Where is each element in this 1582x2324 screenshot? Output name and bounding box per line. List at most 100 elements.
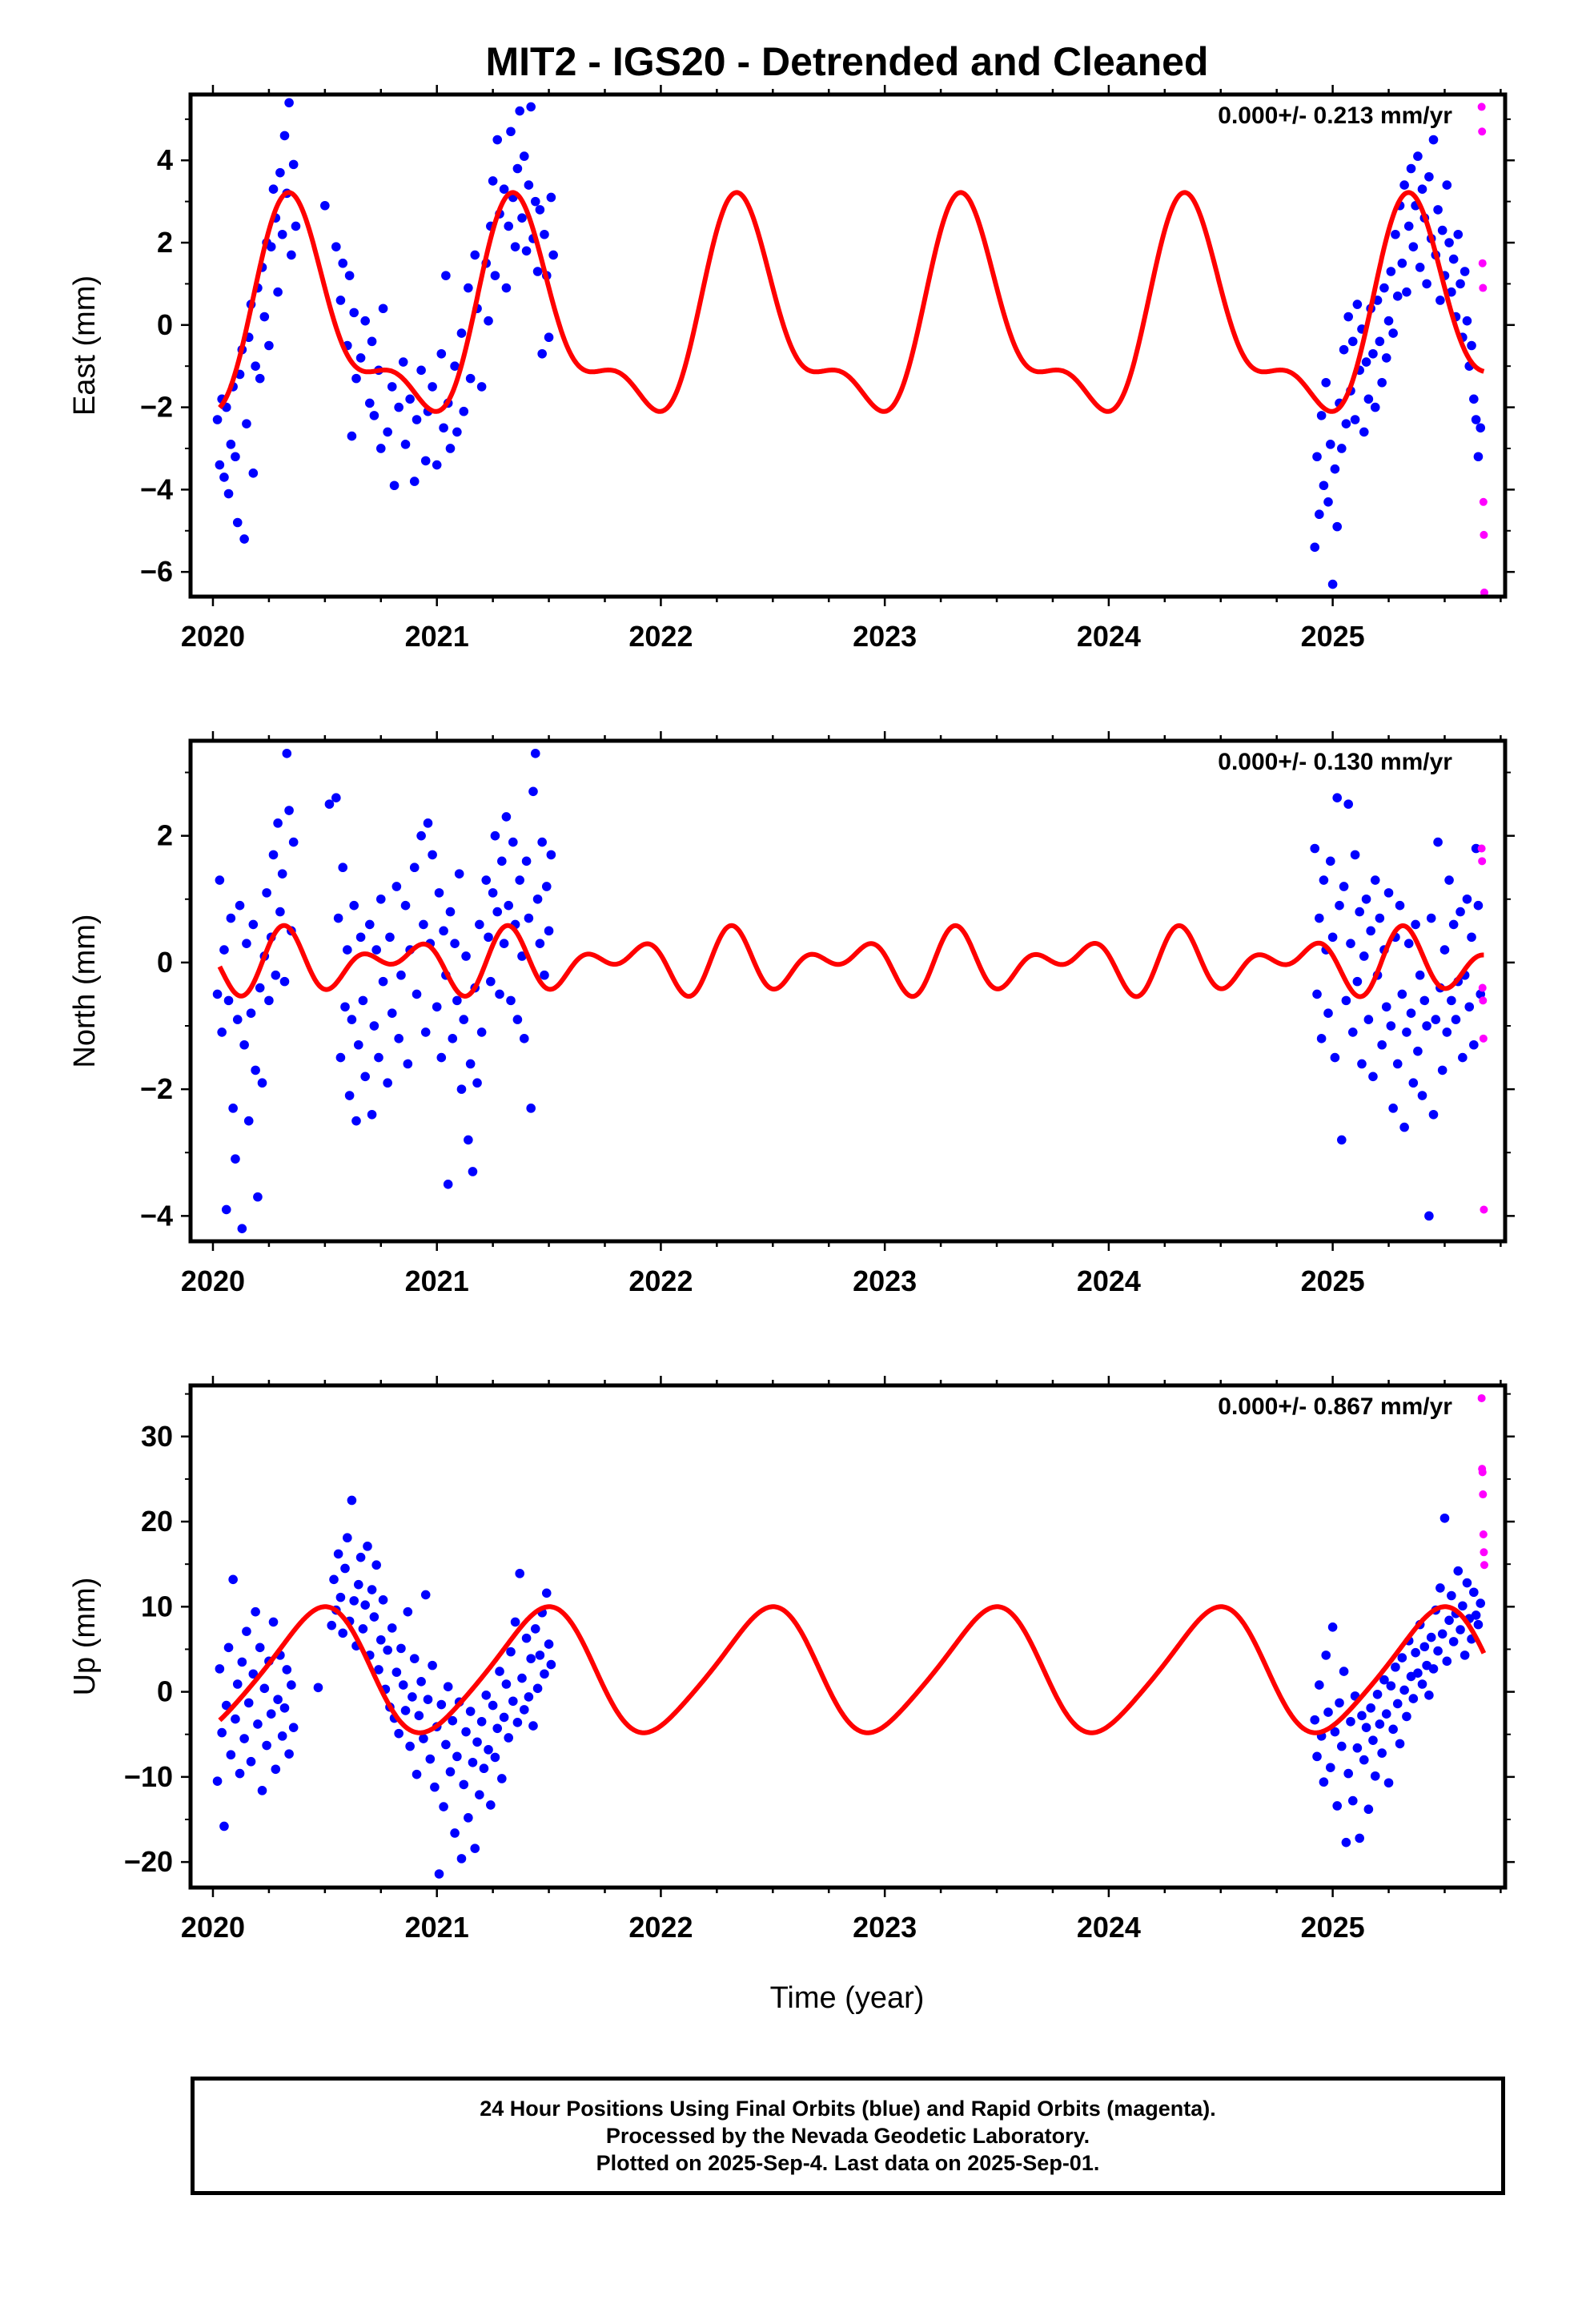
final-orbit-point — [484, 1745, 493, 1755]
final-orbit-point — [1431, 1015, 1441, 1024]
final-orbit-point — [268, 1617, 279, 1627]
final-orbit-point — [223, 995, 234, 1006]
final-orbit-point — [1424, 1211, 1434, 1221]
final-orbit-point — [1370, 402, 1380, 412]
final-orbit-point — [450, 1828, 460, 1838]
final-orbit-point — [495, 989, 504, 999]
final-orbit-point — [1417, 1091, 1427, 1100]
final-orbit-point — [412, 989, 422, 999]
final-orbit-point — [416, 365, 426, 376]
final-orbit-point — [470, 1844, 480, 1853]
final-orbit-point — [389, 480, 400, 491]
final-orbit-point — [1316, 411, 1327, 420]
final-orbit-point — [1375, 336, 1385, 347]
final-orbit-point — [1375, 1719, 1385, 1729]
final-orbit-point — [508, 837, 518, 847]
panel-frame — [188, 738, 1508, 1244]
final-orbit-point — [1471, 415, 1481, 424]
y-tick-label: −2 — [140, 1072, 173, 1105]
final-orbit-point — [1346, 939, 1355, 948]
final-orbit-point — [1402, 1711, 1411, 1722]
final-orbit-point — [360, 1600, 370, 1610]
final-orbit-point — [266, 1709, 276, 1719]
final-orbit-point — [242, 419, 251, 428]
final-orbit-point — [1433, 205, 1443, 215]
y-tick-label: 2 — [157, 226, 173, 259]
final-orbit-point — [219, 945, 229, 955]
final-orbit-point — [1448, 919, 1459, 930]
final-orbit-point — [412, 415, 422, 424]
final-orbit-point — [262, 1740, 271, 1751]
footer-line-2: Processed by the Nevada Geodetic Laborat… — [605, 2124, 1090, 2148]
final-orbit-point — [1386, 1681, 1396, 1691]
final-orbit-point — [1435, 296, 1445, 305]
final-orbit-point — [243, 1698, 254, 1708]
final-orbit-point — [1346, 1716, 1355, 1727]
final-orbit-point — [475, 919, 484, 930]
final-orbit-point — [266, 242, 276, 251]
final-orbit-point — [475, 1790, 484, 1799]
final-orbit-point — [1448, 1637, 1459, 1647]
final-orbit-point — [428, 850, 437, 860]
final-orbit-point — [488, 888, 498, 898]
final-orbit-point — [465, 373, 476, 384]
final-orbit-point — [459, 406, 469, 416]
final-orbit-point — [255, 1642, 265, 1653]
final-orbit-point — [235, 1768, 245, 1779]
final-orbit-point — [524, 913, 534, 923]
x-tick-label: 2024 — [1077, 1265, 1141, 1297]
final-orbit-point — [383, 427, 392, 437]
final-orbit-point — [239, 1734, 249, 1743]
x-tick-label: 2025 — [1301, 1265, 1365, 1297]
final-orbit-point — [367, 336, 377, 347]
rapid-orbit-point — [1477, 1393, 1486, 1402]
final-orbit-point — [490, 1752, 500, 1763]
final-orbit-point — [1343, 1768, 1353, 1779]
rapid-orbit-point — [1477, 103, 1486, 111]
final-orbit-point — [212, 415, 223, 424]
final-orbit-point — [273, 1695, 283, 1704]
final-orbit-point — [279, 131, 290, 141]
final-orbit-point — [1355, 907, 1364, 917]
final-orbit-point — [1386, 1021, 1396, 1031]
final-orbit-point — [504, 221, 514, 231]
final-orbit-point — [1460, 267, 1470, 276]
final-orbit-point — [1424, 171, 1434, 182]
final-orbit-point — [246, 1756, 256, 1767]
final-orbit-point — [394, 402, 404, 412]
final-orbit-point — [1326, 440, 1335, 449]
final-orbit-point — [532, 894, 543, 904]
final-orbit-point — [409, 476, 420, 486]
final-orbit-point — [517, 213, 527, 223]
x-tick-label: 2020 — [181, 1911, 245, 1944]
final-orbit-point — [537, 837, 547, 847]
final-orbit-point — [486, 1800, 496, 1810]
final-orbit-point — [251, 361, 260, 371]
final-orbit-point — [441, 271, 451, 280]
final-orbit-point — [360, 316, 370, 326]
final-orbit-point — [248, 919, 259, 930]
final-orbit-point — [277, 869, 287, 879]
final-orbit-point — [347, 1495, 357, 1506]
final-orbit-point — [1341, 995, 1351, 1006]
final-orbit-point — [374, 1052, 383, 1063]
final-orbit-point — [456, 328, 467, 338]
final-orbit-point — [515, 1569, 524, 1578]
final-orbit-point — [360, 1072, 370, 1082]
final-orbit-point — [1395, 900, 1405, 911]
final-orbit-point — [1413, 1668, 1423, 1678]
final-orbit-point — [476, 1716, 487, 1727]
final-orbit-point — [242, 1626, 251, 1636]
final-orbit-point — [441, 1739, 451, 1750]
final-orbit-point — [495, 1667, 504, 1676]
final-orbit-point — [237, 1657, 247, 1667]
rapid-orbit-point — [1478, 983, 1487, 992]
final-orbit-point — [476, 1027, 487, 1037]
final-orbit-point — [515, 875, 524, 885]
final-orbit-point — [1444, 875, 1454, 885]
rate-annotation-east: 0.000+/- 0.213 mm/yr — [1218, 103, 1452, 129]
final-orbit-point — [1336, 444, 1347, 453]
x-tick-label: 2025 — [1301, 1911, 1365, 1944]
x-tick-label: 2021 — [405, 1265, 469, 1297]
